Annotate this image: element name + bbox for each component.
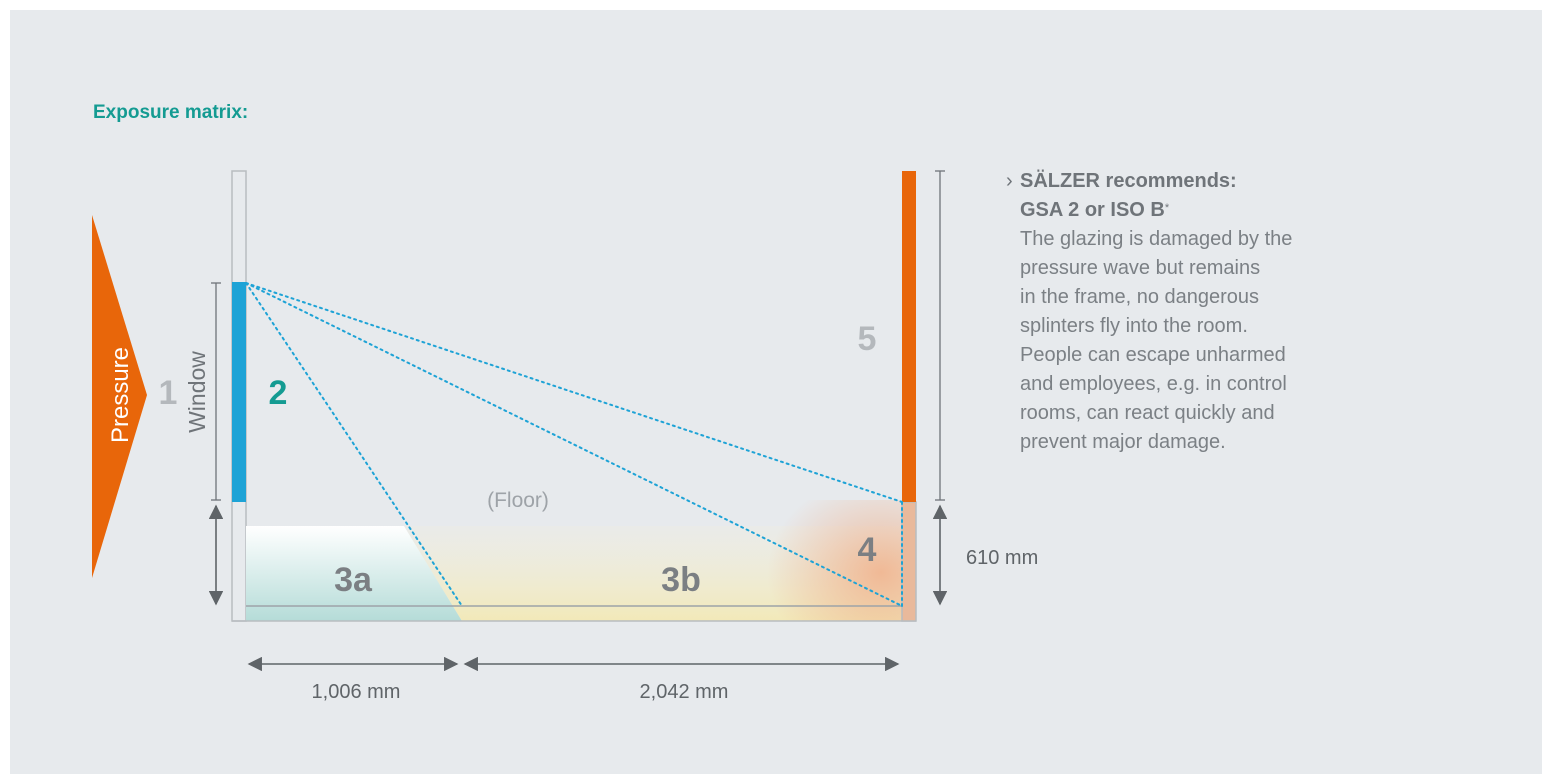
height-dimension-label: 610 mm bbox=[966, 547, 1038, 569]
recommendation-subtitle: GSA 2 or ISO B* bbox=[1006, 196, 1366, 225]
recommendation-line: splinters fly into the room. bbox=[1020, 315, 1248, 337]
footnote-mark: * bbox=[1164, 202, 1170, 214]
recommendation-line: People can escape unharmed bbox=[1020, 344, 1286, 366]
zone-2-label: 2 bbox=[269, 374, 288, 412]
chevron-right-icon: › bbox=[1006, 170, 1013, 192]
recommendation-line: in the frame, no dangerous bbox=[1020, 286, 1260, 308]
floor-label: (Floor) bbox=[487, 489, 549, 512]
recommendation-title-text: SÄLZER recommends: bbox=[1020, 170, 1237, 192]
recommendation-title: › SÄLZER recommends: bbox=[1006, 167, 1366, 196]
zone-4-label: 4 bbox=[858, 531, 877, 569]
projection-lines bbox=[245, 282, 903, 607]
zone-5-label: 5 bbox=[858, 320, 877, 358]
right-wall-lower bbox=[901, 501, 917, 622]
projection-line-3a bbox=[245, 282, 463, 607]
window-label: Window bbox=[184, 351, 210, 433]
right-wall-orange bbox=[902, 171, 916, 502]
recommendation-line: prevent major damage. bbox=[1020, 431, 1226, 453]
projection-line-wall bbox=[245, 282, 903, 503]
pressure-wedge bbox=[92, 215, 147, 578]
zone-3a-area bbox=[246, 526, 462, 621]
distance-1-label: 1,006 mm bbox=[312, 681, 401, 703]
zone-3a-label: 3a bbox=[334, 561, 373, 599]
recommendation-line: pressure wave but remains bbox=[1020, 257, 1261, 279]
distance-2-label: 2,042 mm bbox=[640, 681, 729, 703]
projection-line-floor-end bbox=[245, 282, 903, 607]
diagram-heading: Exposure matrix: bbox=[93, 102, 249, 123]
zone-4-area bbox=[760, 500, 902, 621]
recommendation-subtitle-text: GSA 2 or ISO B bbox=[1020, 199, 1165, 221]
recommendation-line: rooms, can react quickly and bbox=[1020, 402, 1275, 424]
pressure-label: Pressure bbox=[107, 347, 134, 443]
recommendation-line: and employees, e.g. in control bbox=[1020, 373, 1287, 395]
recommendation-body: The glazing is damaged by the pressure w… bbox=[1006, 225, 1366, 457]
zone-3b-label: 3b bbox=[661, 561, 701, 599]
window-glass bbox=[232, 282, 246, 502]
recommendation-block: › SÄLZER recommends: GSA 2 or ISO B* The… bbox=[1006, 167, 1366, 457]
diagram-panel bbox=[10, 10, 1542, 774]
recommendation-line: The glazing is damaged by the bbox=[1020, 228, 1293, 250]
zone-1-label: 1 bbox=[159, 374, 178, 412]
